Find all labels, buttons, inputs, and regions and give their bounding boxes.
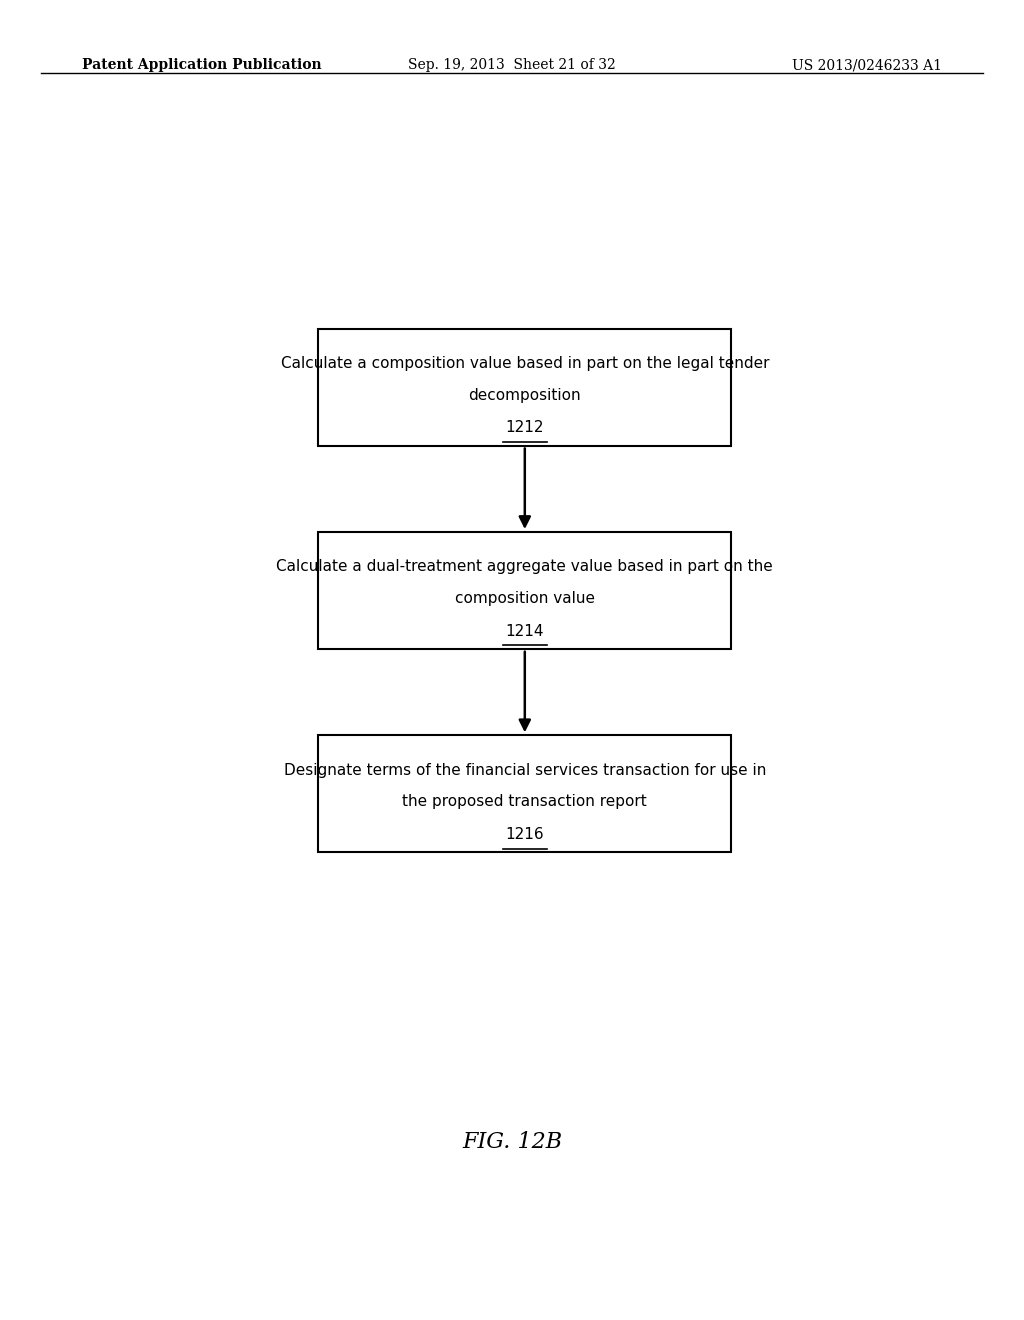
Text: 1212: 1212 (506, 420, 544, 436)
Text: Calculate a composition value based in part on the legal tender: Calculate a composition value based in p… (281, 356, 769, 371)
Text: 1214: 1214 (506, 623, 544, 639)
FancyBboxPatch shape (318, 735, 731, 853)
Point (541, 434, 553, 450)
Text: composition value: composition value (455, 591, 595, 606)
Text: Designate terms of the financial services transaction for use in: Designate terms of the financial service… (284, 763, 766, 777)
Point (541, 638, 553, 653)
FancyBboxPatch shape (318, 532, 731, 649)
Text: FIG. 12B: FIG. 12B (462, 1131, 562, 1152)
Text: 1216: 1216 (506, 826, 544, 842)
Text: Sep. 19, 2013  Sheet 21 of 32: Sep. 19, 2013 Sheet 21 of 32 (409, 58, 615, 73)
Text: US 2013/0246233 A1: US 2013/0246233 A1 (793, 58, 942, 73)
Point (497, 638, 509, 653)
Text: Calculate a dual-treatment aggregate value based in part on the: Calculate a dual-treatment aggregate val… (276, 560, 773, 574)
Text: Patent Application Publication: Patent Application Publication (82, 58, 322, 73)
Text: the proposed transaction report: the proposed transaction report (402, 795, 647, 809)
Point (541, 841, 553, 857)
Point (497, 841, 509, 857)
FancyBboxPatch shape (318, 329, 731, 446)
Text: decomposition: decomposition (469, 388, 581, 403)
Point (497, 434, 509, 450)
